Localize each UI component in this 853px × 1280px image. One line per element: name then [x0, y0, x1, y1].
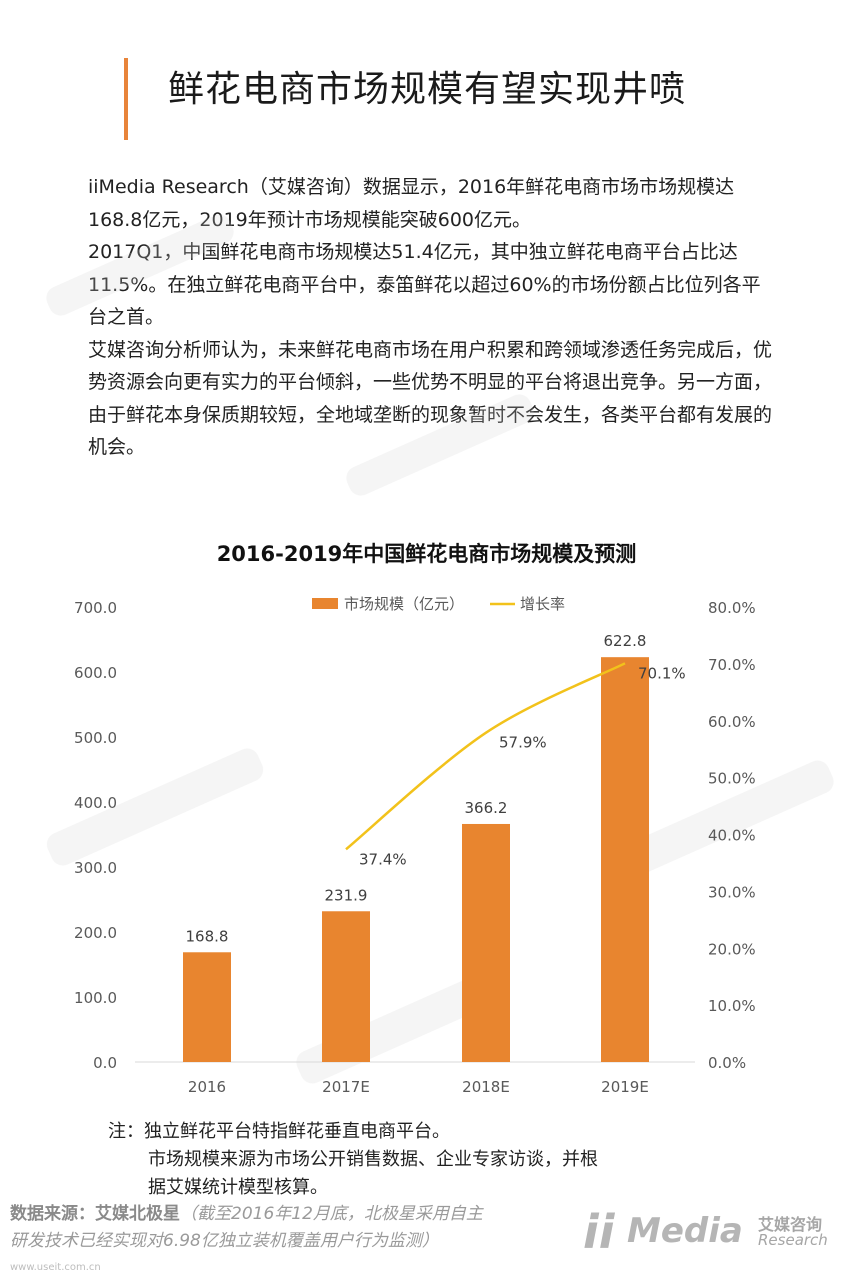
bar [462, 823, 510, 1062]
bar [183, 952, 231, 1062]
bar-data-label: 366.2 [465, 799, 508, 817]
paragraph-1: iiMedia Research（艾媒咨询）数据显示，2016年鲜花电商市场市场… [88, 176, 735, 231]
line-data-label: 37.4% [359, 850, 407, 868]
y-right-tick-label: 30.0% [708, 883, 756, 901]
footnote: 注：独立鲜花平台特指鲜花垂直电商平台。 市场规模来源为市场公开销售数据、企业专家… [108, 1118, 598, 1202]
y-right-tick-label: 10.0% [708, 997, 756, 1015]
source-detail-1: （截至2016年12月底，北极星采用自主 [180, 1204, 483, 1224]
line-data-label: 57.9% [499, 734, 547, 752]
x-tick-label: 2017E [322, 1078, 370, 1096]
bar [601, 657, 649, 1062]
bar [322, 911, 370, 1062]
footnote-line-2: 市场规模来源为市场公开销售数据、企业专家访谈，并根 [148, 1149, 598, 1170]
legend-label-line: 增长率 [520, 595, 565, 613]
legend-label-bar: 市场规模（亿元） [344, 595, 464, 613]
source-label: 数据来源：艾媒北极星 [10, 1204, 180, 1224]
footnote-line-3: 据艾媒统计模型核算。 [148, 1177, 328, 1198]
x-tick-label: 2016 [188, 1078, 226, 1096]
bar-data-label: 231.9 [325, 886, 368, 904]
title-accent-bar [124, 58, 128, 140]
page-title: 鲜花电商市场规模有望实现井喷 [168, 69, 687, 110]
y-right-tick-label: 50.0% [708, 770, 756, 788]
y-left-tick-label: 300.0 [74, 859, 117, 877]
logo-en: Research [758, 1231, 828, 1249]
source-detail-2: 研发技术已经实现对6.98亿独立装机覆盖用户行为监测） [10, 1231, 439, 1251]
bar-data-label: 168.8 [186, 927, 229, 945]
logo-media: Media [627, 1211, 743, 1251]
bar-data-label: 622.8 [604, 632, 647, 650]
growth-rate-line [345, 662, 626, 851]
site-url: www.useit.com.cn [10, 1262, 101, 1273]
paragraph-2: 2017Q1，中国鲜花电商市场规模达51.4亿元，其中独立鲜花电商平台占比达11… [88, 241, 761, 328]
body-text: iiMedia Research（艾媒咨询）数据显示，2016年鲜花电商市场市场… [88, 171, 778, 464]
y-left-tick-label: 500.0 [74, 729, 117, 747]
chart-title: 2016-2019年中国鲜花电商市场规模及预测 [216, 542, 637, 566]
y-right-tick-label: 70.0% [708, 656, 756, 674]
chart: 0.0 100.0 200.0 300.0 400.0 500.0 600.0 700.0 0.… [74, 595, 756, 1096]
y-left-tick-label: 600.0 [74, 664, 117, 682]
line-data-label: 70.1% [638, 664, 686, 682]
paragraph-3: 艾媒咨询分析师认为，未来鲜花电商市场在用户积累和跨领域渗透任务完成后，优势资源会… [88, 338, 773, 459]
y-left-tick-label: 400.0 [74, 794, 117, 812]
y-right-tick-label: 80.0% [708, 599, 756, 617]
y-right-tick-label: 40.0% [708, 827, 756, 845]
y-left-tick-label: 700.0 [74, 599, 117, 617]
x-tick-label: 2019E [601, 1078, 649, 1096]
logo-cn: 艾媒咨询 [758, 1215, 823, 1234]
y-left-tick-label: 200.0 [74, 924, 117, 942]
imedia-logo: ii Media 艾媒咨询 Research [583, 1205, 833, 1259]
legend-swatch-bar [312, 598, 338, 609]
x-tick-label: 2018E [462, 1078, 510, 1096]
y-right-tick-label: 0.0% [708, 1054, 746, 1072]
y-right-tick-label: 20.0% [708, 940, 756, 958]
y-left-tick-label: 0.0 [93, 1054, 117, 1072]
logo-ii: ii [583, 1205, 615, 1259]
y-left-tick-label: 100.0 [74, 989, 117, 1007]
footnote-line-1: 注：独立鲜花平台特指鲜花垂直电商平台。 [108, 1121, 450, 1142]
y-right-tick-label: 60.0% [708, 713, 756, 731]
data-source: 数据来源：艾媒北极星（截至2016年12月底，北极星采用自主 研发技术已经实现对… [10, 1201, 483, 1255]
